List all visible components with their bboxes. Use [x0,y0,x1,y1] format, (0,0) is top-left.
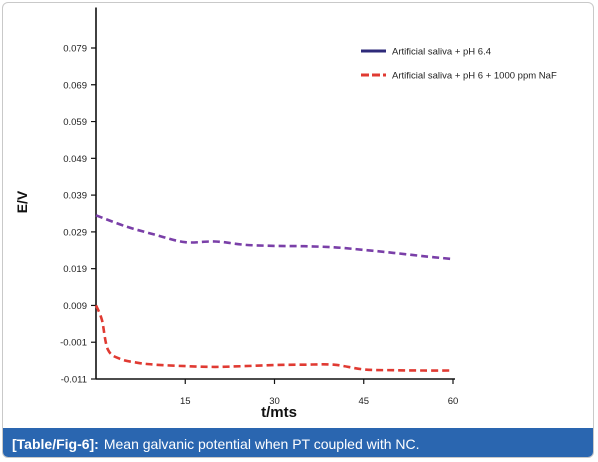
y-tick-label: 0.059 [63,117,87,128]
legend: Artificial saliva + pH 6.4 Artificial sal… [361,47,557,82]
y-tick-label: 0.069 [63,80,87,91]
figure-frame: 0.079 0.069 0.059 0.049 0.039 0.029 0.019 0.009… [2,2,594,458]
y-tick-label: 0.019 [63,264,87,275]
x-tick-label: 45 [358,396,369,407]
series-line-2 [94,304,454,372]
figure-caption: [Table/Fig-6]: Mean galvanic potential w… [3,428,593,457]
x-tick-label: 15 [180,396,191,407]
series-line-1 [95,214,454,261]
x-tick-label: 60 [448,396,459,407]
y-axis-label: E/V [14,190,30,213]
legend-label-1: Artificial saliva + pH 6.4 [392,47,491,58]
y-tick-label: 0.009 [63,301,87,312]
x-axis-ticks: 15 30 45 60 [180,379,458,407]
caption-reference: [Table/Fig-6]: [12,435,99,452]
caption-text: Mean galvanic potential when PT coupled … [103,435,420,452]
y-tick-label: 0.079 [63,44,87,55]
x-axis-label: t/mts [261,404,297,421]
line-chart: 0.079 0.069 0.059 0.049 0.039 0.029 0.019 0.009… [14,7,557,421]
chart-axes [95,7,455,380]
y-tick-label: 0.039 [63,191,87,202]
y-axis-ticks: 0.079 0.069 0.059 0.049 0.039 0.029 0.019 0.009… [60,44,96,386]
series-group [94,214,454,372]
legend-label-2: Artificial saliva + pH 6 + 1000 ppm NaF [392,71,557,82]
y-tick-label: 0.029 [63,227,87,238]
y-tick-label: -0.011 [61,375,87,386]
x-tick-label: 30 [269,396,280,407]
y-tick-label: 0.049 [63,154,87,165]
y-tick-label: -0.001 [60,338,87,349]
